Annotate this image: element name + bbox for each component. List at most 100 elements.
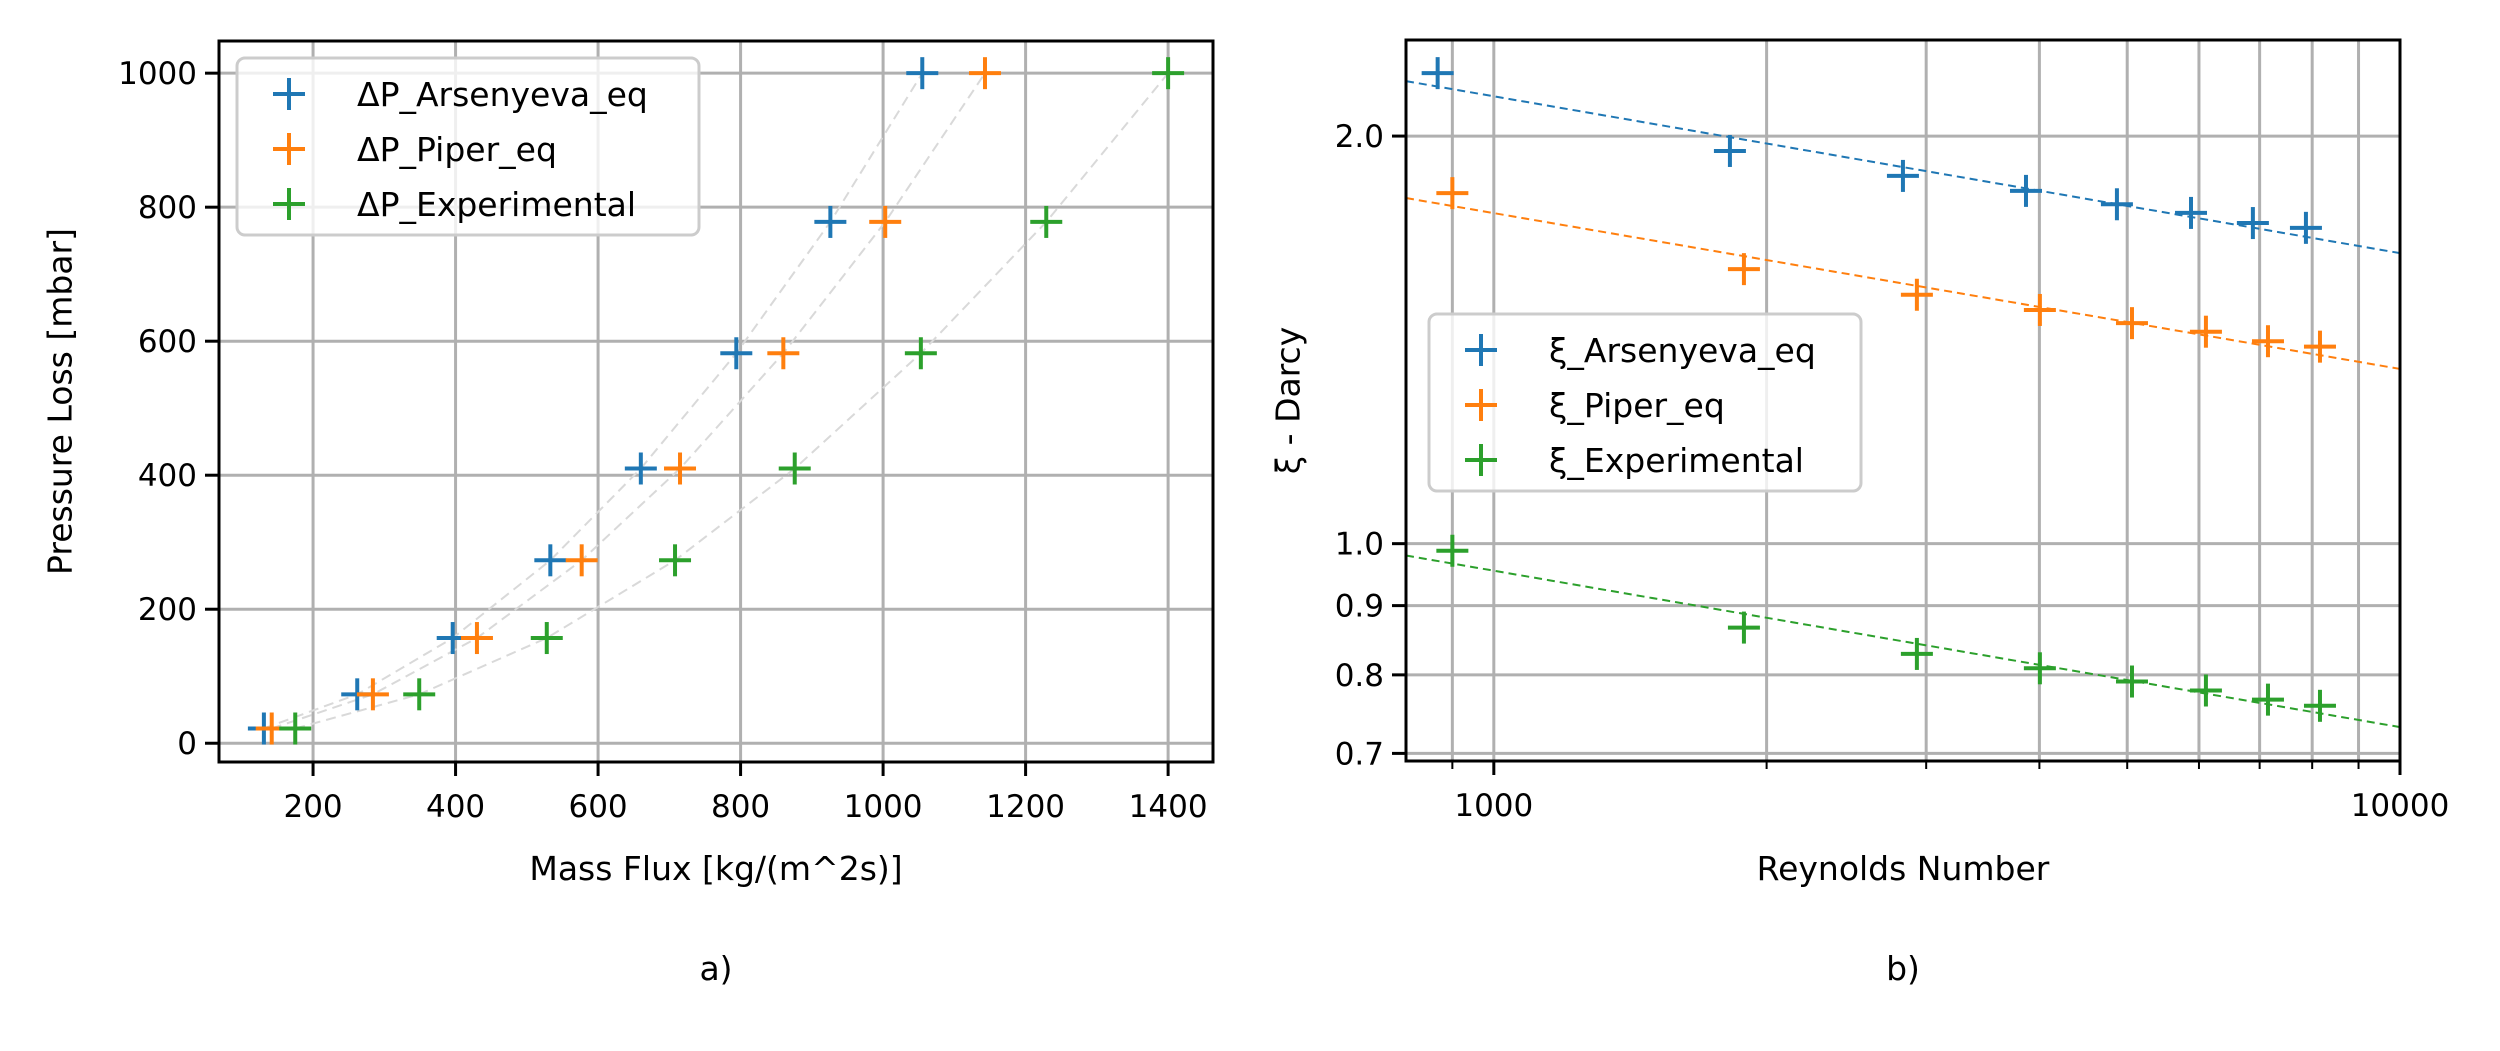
data-point [565,544,598,577]
y-tick-label: 0.8 [1335,658,1384,694]
chart-a-ticks: 200 400 600 800 1000 1200 1400 0 200 400 600 800 100… [118,56,1207,825]
chart-a-x-axis-label: Mass Flux [kg/(m^2s)] [529,849,902,888]
data-point [624,452,657,485]
data-point [2115,665,2148,698]
x-tick-label: 800 [711,789,770,825]
series-1 [1436,177,2336,363]
legend-item: ΔP_Piper_eq [273,130,557,169]
chart-a-axes-frame [217,39,1215,764]
data-point [2251,325,2284,358]
data-point [534,544,567,577]
data-point [279,712,312,745]
x-tick-label: 1400 [1129,789,1208,825]
legend-label: ξ_Piper_eq [1549,386,1725,425]
data-point [2289,211,2322,244]
chart-b-ticks: 1000 10000 0.7 0.8 0.9 1.0 2.0 [1335,119,2450,824]
chart-a: 200 400 600 800 1000 1200 1400 0 200 400 600 800 100… [41,39,1215,988]
data-point [2175,196,2208,229]
chart-b-grid [1406,40,2402,761]
x-tick-label: 1000 [1454,788,1533,824]
chart-b-axes-frame [1404,38,2402,763]
chart-a-legend: ΔP_Arsenyeva_eq ΔP_Piper_eq ΔP_Experimenta… [235,56,701,237]
data-point [460,622,493,655]
chart-b-legend: ξ_Arsenyeva_eq ξ_Piper_eq ξ_Experimental [1427,312,1863,493]
x-tick-label: 200 [283,789,342,825]
data-point [2251,683,2284,716]
data-point [2100,188,2133,221]
legend-box [235,56,701,237]
data-point [1900,278,1933,311]
chart-b-markers [1421,57,2336,722]
legend-box [1427,312,1863,493]
chart-a-markers [247,57,1185,745]
data-point [1900,637,1933,670]
data-point [2303,330,2336,363]
y-tick-label: 1.0 [1335,527,1384,563]
y-tick-label: 0.9 [1335,589,1384,625]
legend-marker [273,133,305,165]
legend-label: ξ_Experimental [1549,441,1804,480]
x-tick-label: 1000 [844,789,923,825]
legend-marker [273,78,305,110]
data-point [1436,177,1469,210]
x-tick-label: 400 [426,789,485,825]
data-point [2303,689,2336,722]
y-tick-label: 1000 [118,56,197,92]
data-point [403,678,436,711]
legend-label: ΔP_Arsenyeva_eq [357,75,648,114]
series-0 [1421,57,2322,244]
legend-item: ξ_Piper_eq [1465,386,1725,425]
y-tick-label: 0.7 [1335,736,1384,772]
data-point [2009,174,2042,207]
data-point [1886,159,1919,192]
data-point [778,452,811,485]
data-point [2236,207,2269,240]
series-2 [1436,534,2336,722]
data-point [530,622,563,655]
data-point [2115,307,2148,340]
data-point [2023,293,2056,326]
data-point [2189,315,2222,348]
legend-label: ξ_Arsenyeva_eq [1549,331,1816,370]
data-point [904,337,937,370]
data-point [814,205,847,238]
data-point [906,57,939,90]
y-tick-label: 600 [138,324,197,360]
y-tick-label: 200 [138,592,197,628]
chart-b-y-axis-label: ξ - Darcy [1269,327,1308,474]
series-2 [279,57,1185,745]
data-point [767,337,800,370]
x-tick-label: 10000 [2351,788,2450,824]
data-point [1727,253,1760,286]
data-point [869,205,902,238]
data-point [720,337,753,370]
chart-b: 1000 10000 0.7 0.8 0.9 1.0 2.0 Reynolds Number… [1269,38,2450,988]
y-tick-label: 800 [138,190,197,226]
chart-a-y-axis-label: Pressure Loss [mbar] [41,228,80,575]
data-point [1421,57,1454,90]
legend-item: ΔP_Experimental [273,185,636,224]
legend-item: ΔP_Arsenyeva_eq [273,75,648,114]
connector-line-1 [271,72,986,730]
data-point [664,452,697,485]
legend-item: ξ_Experimental [1465,441,1804,480]
connector-line-2 [294,72,1169,730]
x-tick-label: 1200 [986,789,1065,825]
x-tick-label: 600 [568,789,627,825]
data-point [2189,674,2222,707]
chart-b-x-axis-label: Reynolds Number [1757,849,2050,888]
chart-a-panel-label: a) [699,949,732,988]
chart-b-panel-label: b) [1886,949,1920,988]
y-tick-label: 2.0 [1335,119,1384,155]
legend-marker [273,188,305,220]
data-point [356,678,389,711]
data-point [1030,205,1063,238]
legend-label: ΔP_Experimental [357,185,636,224]
data-point [2023,652,2056,685]
legend-item: ξ_Arsenyeva_eq [1465,331,1816,370]
data-point [1436,534,1469,567]
series-1 [255,57,1001,745]
legend-label: ΔP_Piper_eq [357,130,557,169]
data-point [1727,611,1760,644]
